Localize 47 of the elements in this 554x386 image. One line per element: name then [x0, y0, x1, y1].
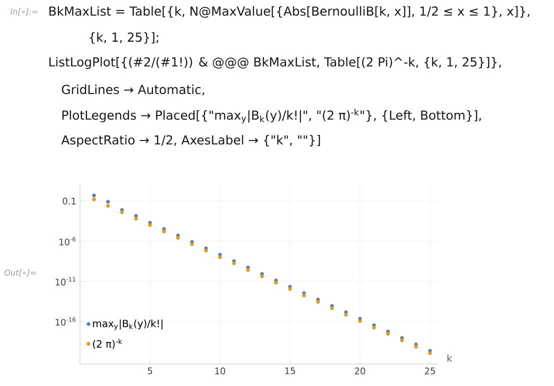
x-tick-label: 20 [354, 368, 366, 374]
x-tick-label: 5 [148, 368, 152, 374]
x-axis-title: k [447, 354, 452, 362]
point [386, 332, 390, 336]
point [106, 204, 110, 208]
point [274, 280, 278, 285]
text: GridLines → Automatic, [62, 84, 204, 96]
point [120, 210, 124, 214]
y-tick-label: 0.1 [62, 198, 76, 204]
point [358, 319, 362, 324]
point [232, 262, 236, 266]
y-tick-label: 10$^{-16}$ [56, 317, 76, 326]
x-tick-label: 10 [215, 368, 226, 374]
point [302, 294, 306, 298]
y-tick-label: 10$^{-11}$ [56, 277, 76, 286]
point [204, 248, 208, 253]
point [106, 200, 110, 204]
point [162, 230, 166, 234]
x-tick-label: 15 [285, 368, 295, 374]
text: BkMaxList = Table[{k, N@MaxValue[{Abs[BernoulliB[k, x]], 1/2 ≤ x ≤ 1}, x]}, [49, 6, 530, 18]
point [134, 216, 138, 221]
point [148, 223, 152, 228]
point [176, 236, 180, 240]
point [372, 326, 376, 330]
text: AspectRatio → 1/2, AxesLabel → {"k", ""}] [61, 134, 320, 148]
legend-label: (2 π)$^{-k}$ [93, 338, 122, 349]
point [344, 312, 348, 317]
legend-label: max$_{y}$|B$_{k}$(y)/k!| [93, 319, 162, 330]
point [288, 287, 292, 291]
point [218, 255, 222, 260]
text: In[∘]:= [10, 8, 38, 16]
text: {k, 1, 25}]; [90, 32, 158, 44]
point [316, 300, 320, 304]
point [414, 344, 418, 349]
point [330, 306, 334, 310]
text: ListLogPlot[{(#2/(#1!)) & @@@ BkMaxList, Table[(2 Pi)^-k, {k, 1, 25}]}, [49, 56, 501, 70]
text: Out[∘]= [4, 269, 36, 277]
x-tick-label: 25 [424, 368, 435, 374]
y-tick-label: 10$^{-6}$ [60, 236, 76, 246]
point [260, 274, 264, 278]
point [92, 198, 96, 202]
point [400, 338, 404, 342]
point [190, 242, 194, 246]
point [92, 194, 96, 198]
text: PlotLegends → Placed[{"max$_{y}$|B$_{k}$(y)/k!|", "(2 π)$^{-k}$"}, {Left, Bottom}], [62, 108, 481, 124]
point [246, 268, 250, 272]
point [428, 351, 432, 356]
